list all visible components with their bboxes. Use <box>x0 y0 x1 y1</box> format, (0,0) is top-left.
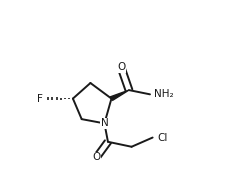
Text: O: O <box>92 152 100 162</box>
Text: NH₂: NH₂ <box>154 89 173 99</box>
Text: O: O <box>116 62 125 72</box>
Text: Cl: Cl <box>156 132 167 143</box>
Polygon shape <box>110 90 128 100</box>
Text: N: N <box>100 118 108 128</box>
Text: F: F <box>37 94 43 104</box>
